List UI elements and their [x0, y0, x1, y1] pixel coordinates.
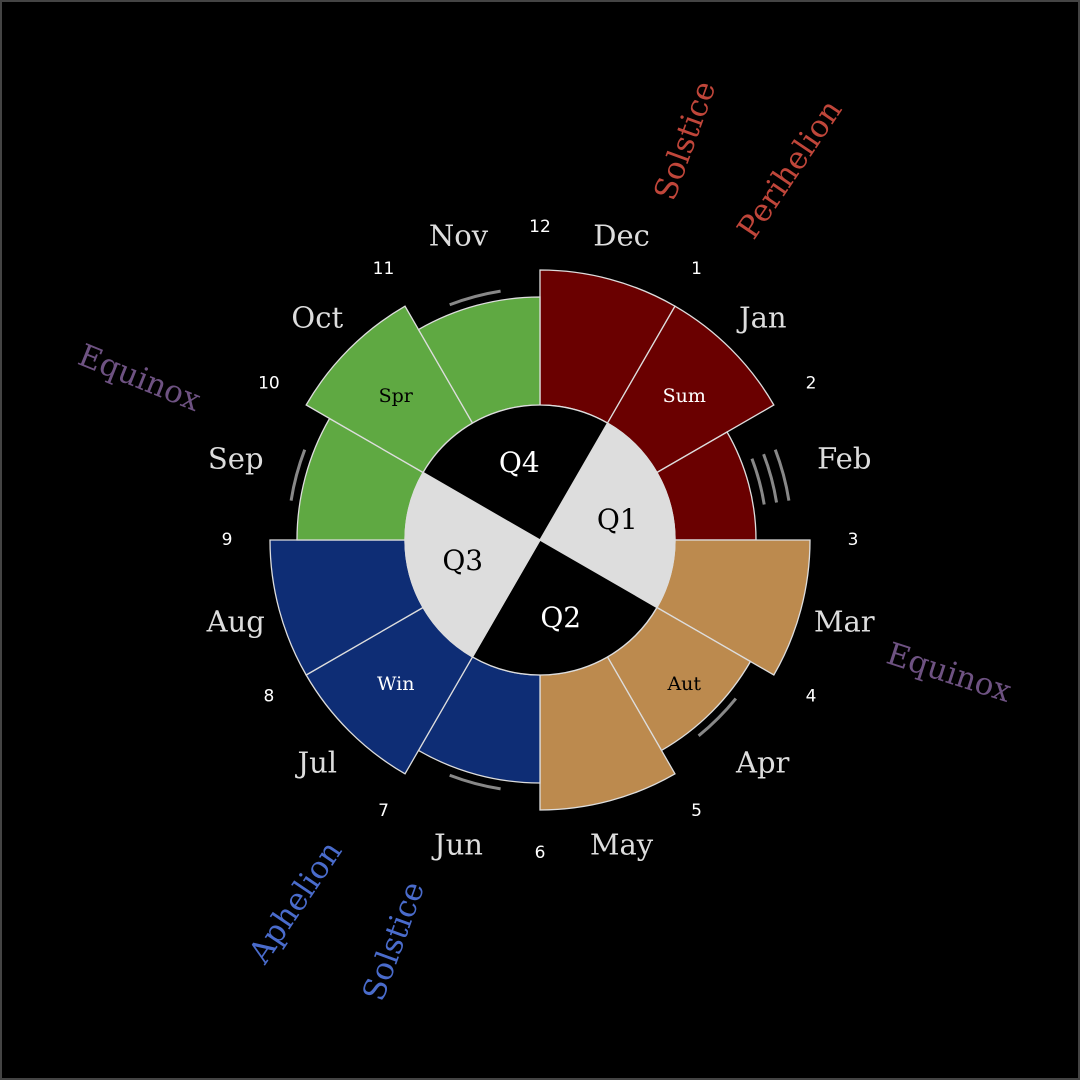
boundary-number: 5: [691, 801, 702, 821]
quarter-label: Q3: [442, 544, 483, 577]
month-label: Feb: [817, 441, 871, 475]
quarter-label: Q4: [499, 446, 540, 479]
mark-arc: [750, 458, 766, 505]
month-label: Dec: [593, 219, 650, 253]
month-label: Oct: [291, 300, 343, 334]
month-label: May: [590, 827, 654, 861]
month-label: Jan: [736, 300, 787, 334]
quarter-q3: [404, 471, 541, 658]
month-label: Nov: [429, 219, 489, 253]
season-label: Spr: [379, 385, 414, 407]
boundary-number: 11: [373, 259, 395, 279]
month-label: Jul: [294, 746, 337, 780]
boundary-number: 10: [258, 374, 280, 394]
mark-arc: [289, 449, 307, 501]
annotation-solstice: Solstice: [647, 76, 723, 205]
boundary-number: 4: [806, 687, 817, 707]
annotation-solstice: Solstice: [356, 877, 432, 1006]
quarter-label: Q2: [540, 601, 581, 634]
boundary-number: 9: [222, 530, 233, 550]
month-label: Sep: [208, 441, 264, 475]
boundary-number: 2: [806, 374, 817, 394]
quarter-label: Q1: [597, 503, 638, 536]
quarter-q1: [539, 422, 676, 609]
quarter-q4: [422, 404, 609, 541]
boundary-number: 1: [691, 259, 702, 279]
mark-arc: [773, 449, 791, 501]
boundary-number: 3: [848, 530, 859, 550]
month-label: Mar: [814, 605, 875, 639]
season-label: Sum: [663, 385, 706, 407]
month-label: Aug: [206, 605, 265, 639]
annotation-perihelion: Perihelion: [730, 93, 849, 245]
annotation-equinox: Equinox: [882, 636, 1016, 710]
mark-arc: [449, 289, 501, 307]
mark-arc: [762, 453, 779, 503]
boundary-number: 8: [264, 687, 275, 707]
quarter-q2: [471, 539, 658, 676]
annotation-equinox: Equinox: [73, 337, 206, 419]
month-label: Jun: [431, 827, 483, 861]
boundary-number: 6: [535, 843, 546, 863]
boundary-number: 7: [378, 801, 389, 821]
mark-arc: [697, 697, 738, 738]
season-label: Aut: [666, 673, 701, 695]
month-label: Apr: [735, 746, 790, 780]
season-label: Win: [377, 673, 415, 695]
boundary-number: 12: [529, 217, 551, 237]
mark-arc: [449, 773, 501, 791]
annotation-aphelion: Aphelion: [241, 835, 349, 971]
